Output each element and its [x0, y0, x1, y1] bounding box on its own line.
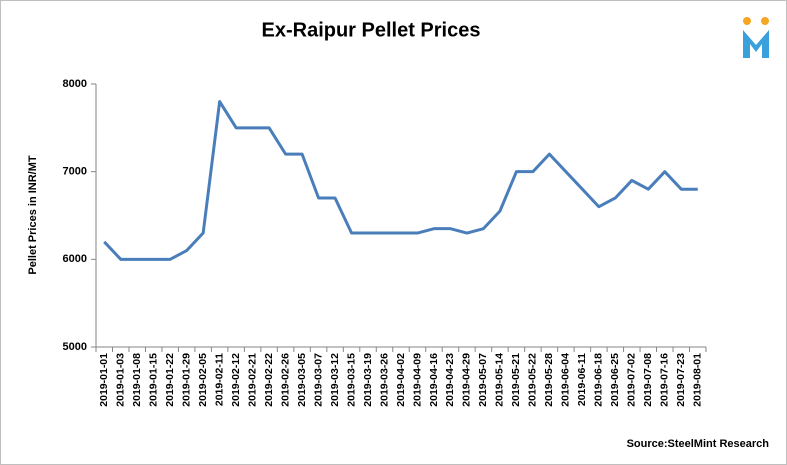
- x-tick-label: 2019-07-08: [642, 353, 654, 407]
- x-tick-label: 2019-04-02: [395, 353, 407, 407]
- x-tick-label: 2019-06-25: [609, 353, 621, 407]
- x-tick-label: 2019-01-08: [131, 353, 143, 407]
- x-tick-label: 2019-03-15: [345, 353, 357, 407]
- x-tick-label: 2019-02-12: [230, 353, 242, 407]
- x-tick-label: 2019-05-22: [527, 353, 539, 407]
- x-tick-label: 2019-01-03: [115, 353, 127, 407]
- source-note: Source:SteelMint Research: [627, 438, 770, 450]
- x-tick-label: 2019-06-18: [593, 353, 605, 407]
- x-tick-label: 2019-05-21: [510, 353, 522, 407]
- x-tick-label: 2019-02-26: [279, 353, 291, 407]
- logo: [743, 17, 769, 58]
- x-tick-label: 2019-03-07: [312, 353, 324, 407]
- x-tick-label: 2019-03-05: [296, 353, 308, 407]
- x-tick-label: 2019-08-01: [692, 353, 704, 407]
- x-tick-label: 2019-04-23: [444, 353, 456, 407]
- y-axis-label: Pellet Prices in INR/MT: [27, 155, 39, 274]
- x-tick-label: 2019-04-09: [411, 353, 423, 407]
- y-tick-label: 6000: [63, 253, 87, 265]
- x-tick-label: 2019-01-22: [164, 353, 176, 407]
- x-tick-label: 2019-02-05: [197, 353, 209, 407]
- x-tick-label: 2019-07-02: [626, 353, 638, 407]
- x-tick-label: 2019-04-16: [428, 353, 440, 407]
- x-tick-label: 2019-05-28: [543, 353, 555, 407]
- x-tick-label: 2019-03-12: [329, 353, 341, 407]
- x-tick-label: 2019-07-23: [675, 353, 687, 407]
- x-tick-label: 2019-01-29: [180, 353, 192, 407]
- x-tick-label: 2019-03-26: [378, 353, 390, 407]
- x-tick-label: 2019-03-19: [362, 353, 374, 407]
- x-tick-label: 2019-06-04: [560, 353, 572, 407]
- y-tick-label: 8000: [63, 78, 87, 90]
- x-tick-label: 2019-02-21: [246, 353, 258, 407]
- x-tick-label: 2019-01-01: [98, 353, 110, 407]
- x-tick-label: 2019-07-16: [659, 353, 671, 407]
- chart-title: Ex-Raipur Pellet Prices: [262, 19, 481, 41]
- x-tick-label: 2019-02-22: [263, 353, 275, 407]
- y-tick-label: 5000: [63, 341, 87, 353]
- y-tick-label: 7000: [63, 166, 87, 178]
- x-tick-label: 2019-01-15: [147, 353, 159, 407]
- x-tick-label: 2019-06-11: [576, 353, 588, 406]
- x-tick-label: 2019-05-07: [477, 353, 489, 407]
- x-tick-label: 2019-04-29: [461, 353, 473, 407]
- x-tick-label: 2019-02-11: [213, 353, 225, 406]
- line-series: [103, 100, 698, 261]
- x-tick-label: 2019-05-14: [494, 353, 506, 407]
